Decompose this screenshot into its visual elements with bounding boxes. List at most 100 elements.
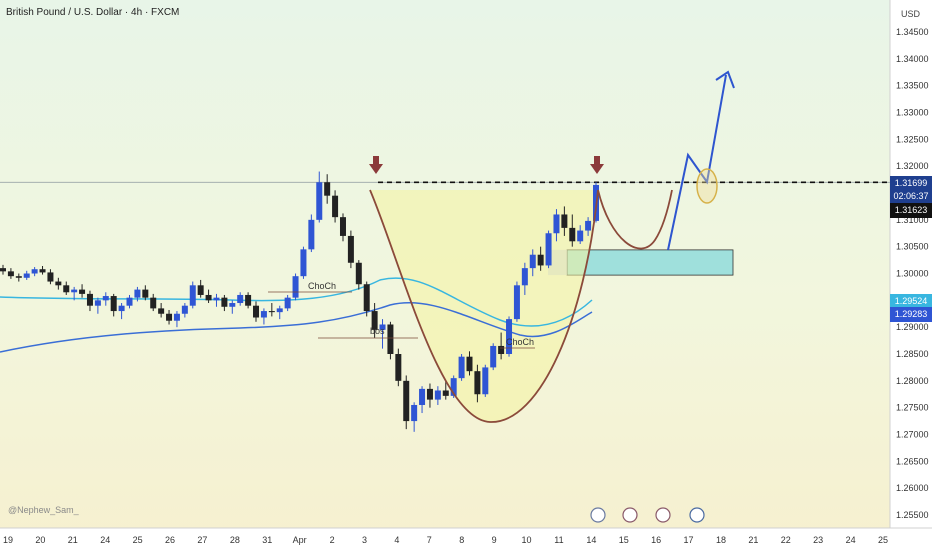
candle-body [466,356,473,372]
countdown-tag: 02:06:37 [890,189,932,204]
candle-body [268,311,275,313]
y-tick-label: 1.34000 [896,54,929,64]
candle-body [253,305,260,318]
candle-body [213,297,220,301]
candle-body [158,308,165,314]
x-tick-label: 21 [748,535,758,545]
x-tick-label: 27 [197,535,207,545]
y-tick-label: 1.28000 [896,376,929,386]
y-tick-label: 1.31000 [896,215,929,225]
candle-body [458,356,465,379]
target-circle [696,168,718,204]
candle-body [324,182,331,196]
candle-body [411,404,418,422]
candle-body [142,289,149,298]
x-tick-label: 2 [330,535,335,545]
projection-arrowhead [715,70,735,89]
candle-body [245,294,252,306]
y-tick-label: 1.30000 [896,269,929,279]
candle-body [63,285,70,293]
x-tick-label: 18 [716,535,726,545]
candle-body [339,217,346,236]
news-event-icon [622,507,638,523]
x-tick-label: 25 [878,535,888,545]
x-tick-label: 22 [781,535,791,545]
y-tick-label: 1.26500 [896,456,929,466]
x-tick-label: 14 [586,535,596,545]
candle-body [229,303,236,307]
x-tick-label: 24 [100,535,110,545]
marker-stem [594,156,600,164]
x-tick-label: 8 [459,535,464,545]
candle-body [316,182,323,220]
candle-body [39,269,46,273]
candle-body [498,345,505,354]
candle-body [419,388,426,405]
candle-body [134,289,141,298]
candle-body [506,319,513,354]
candle-body [332,195,339,218]
candle-body [47,272,54,282]
candle-body [181,305,188,314]
watermark-text: @Nephew_Sam_ [8,505,79,515]
candle-body [545,233,552,266]
projection-path [667,74,727,251]
x-tick-label: 3 [362,535,367,545]
y-tick-label: 1.33000 [896,108,929,118]
candle-body [474,371,481,395]
x-tick-label: 19 [3,535,13,545]
candle-body [126,297,133,306]
x-tick-label: 25 [133,535,143,545]
candle-body [237,294,244,304]
candle-body [553,214,560,234]
candle-body [292,276,299,298]
price-axis-bg [890,0,932,528]
candle-body [0,268,6,272]
candle-body [363,284,370,312]
last-price-tag: 1.31699 [890,176,932,191]
x-tick-label: 4 [394,535,399,545]
candle-body [102,296,109,301]
high-price-tag: 1.31623 [890,203,932,218]
x-tick-label: 23 [813,535,823,545]
candle-body [434,390,441,400]
y-tick-label: 1.28500 [896,349,929,359]
candle-body [71,289,78,293]
candle-body [284,297,291,309]
candle-body [537,254,544,266]
y-tick-label: 1.27500 [896,403,929,413]
candle-body [118,305,125,312]
candle-body [379,324,386,330]
y-tick-label: 1.27000 [896,430,929,440]
handle-curve [597,189,673,250]
candle-body [355,262,362,285]
candle-body [308,219,315,250]
candle-body [205,294,212,301]
y-tick-label: 1.25500 [896,510,929,520]
y-tick-label: 1.30500 [896,242,929,252]
x-tick-label: 15 [619,535,629,545]
flag-event-icon [689,507,705,523]
candle-body [521,268,528,286]
candle-body [450,378,457,396]
x-tick-label: 11 [554,535,563,545]
bos-label: bos [370,326,385,336]
candle-body [150,297,157,309]
candle-body [55,281,62,286]
candle-body [490,345,497,368]
candle-body [442,390,449,396]
choch-label-2: ChoCh [506,337,534,347]
candle-body [529,254,536,269]
choch-label-1: ChoCh [308,281,336,291]
marker-stem [373,156,379,164]
chart-title: British Pound / U.S. Dollar · 4h · FXCM [6,7,180,18]
candle-body [403,380,410,422]
x-tick-label: 20 [35,535,45,545]
candle-body [189,285,196,306]
x-tick-label: 26 [165,535,175,545]
ma-slow-line [0,301,593,353]
currency-label: USD [900,9,920,19]
candle-body [197,285,204,295]
